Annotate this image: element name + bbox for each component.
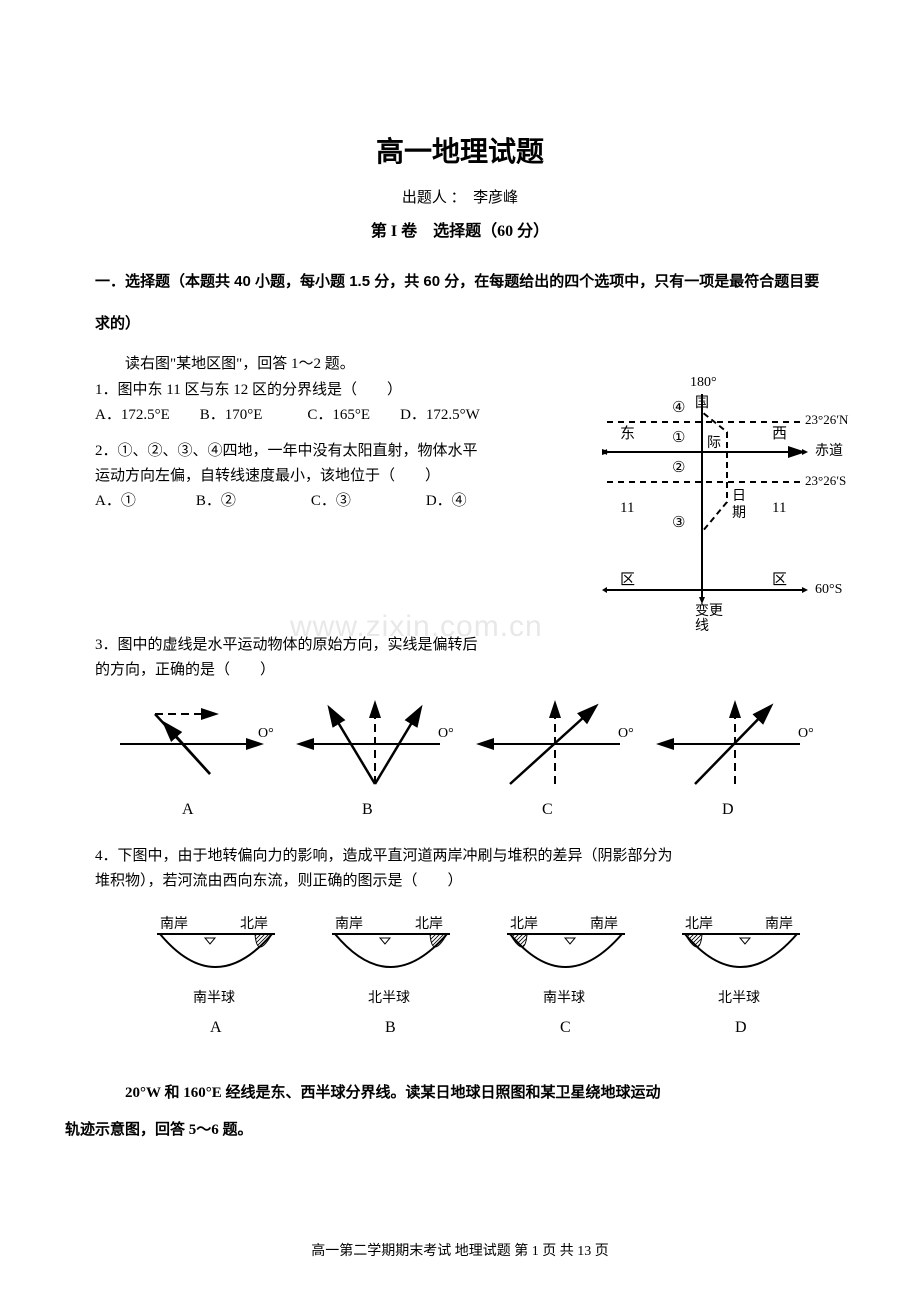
svg-text:南半球: 南半球: [543, 990, 585, 1006]
svg-text:O°: O°: [258, 726, 274, 741]
svg-text:国: 国: [695, 396, 709, 411]
svg-text:北半球: 北半球: [368, 990, 410, 1006]
svg-text:区: 区: [772, 572, 787, 588]
svg-text:南岸: 南岸: [590, 916, 618, 932]
svg-text:B: B: [385, 1019, 396, 1036]
instructions: 一．选择题（本题共 40 小题，每小题 1.5 分，共 60 分，在每题给出的四…: [95, 261, 825, 345]
svg-text:D: D: [722, 801, 734, 818]
q4-figure: 南岸 北岸 南半球 A 南岸 北岸 北半球 B 北岸 南岸 南半球 C 北岸 南…: [135, 910, 815, 1050]
svg-text:②: ②: [672, 460, 685, 476]
svg-text:区: 区: [620, 572, 635, 588]
svg-text:60°S: 60°S: [815, 582, 842, 597]
svg-text:④: ④: [672, 400, 685, 416]
svg-text:日: 日: [732, 489, 746, 504]
map-figure: 180° 23°26′N 赤道 23°26′S 60°S ① ② ③ ④ 东 1…: [602, 372, 852, 637]
svg-text:A: A: [210, 1019, 222, 1036]
q4-text-2: 堆积物），若河流由西向东流，则正确的图示是（ ）: [95, 869, 825, 893]
q56-intro: 20°W 和 160°E 经线是东、西半球分界线。读某日地球日照图和某卫星绕地球…: [95, 1075, 825, 1150]
svg-text:23°26′S: 23°26′S: [805, 473, 846, 488]
svg-text:更: 更: [709, 604, 723, 619]
intro56-line1: 20°W 和 160°E 经线是东、西半球分界线。读某日地球日照图和某卫星绕地球…: [125, 1085, 660, 1101]
svg-text:③: ③: [672, 515, 685, 531]
svg-text:北岸: 北岸: [240, 916, 268, 932]
svg-text:际: 际: [707, 435, 721, 451]
watermark: www.zixin.com.cn: [290, 610, 543, 644]
svg-text:期: 期: [732, 505, 746, 521]
svg-text:B: B: [362, 801, 373, 818]
svg-text:C: C: [542, 801, 553, 818]
intro56-line2: 轨迹示意图，回答 5～6 题。: [65, 1122, 253, 1138]
svg-text:O°: O°: [438, 726, 454, 741]
svg-text:北岸: 北岸: [685, 916, 713, 932]
svg-text:西: 西: [772, 426, 787, 442]
svg-text:变: 变: [695, 603, 709, 619]
svg-text:南半球: 南半球: [193, 990, 235, 1006]
svg-text:D: D: [735, 1019, 747, 1036]
svg-text:线: 线: [695, 618, 709, 634]
svg-text:赤道: 赤道: [815, 443, 843, 459]
section-header: 第 I 卷 选择题（60 分）: [95, 217, 825, 241]
svg-text:23°26′N: 23°26′N: [805, 412, 849, 427]
svg-text:北岸: 北岸: [510, 916, 538, 932]
svg-text:①: ①: [672, 430, 685, 446]
q4-text-1: 4．下图中，由于地转偏向力的影响，造成平直河道两岸冲刷与堆积的差异（阴影部分为: [95, 844, 825, 868]
svg-text:北半球: 北半球: [718, 990, 760, 1006]
svg-text:A: A: [182, 801, 194, 818]
svg-text:南岸: 南岸: [765, 916, 793, 932]
svg-text:北岸: 北岸: [415, 916, 443, 932]
svg-text:O°: O°: [618, 726, 634, 741]
svg-text:11: 11: [772, 500, 786, 516]
svg-text:南岸: 南岸: [335, 916, 363, 932]
svg-text:11: 11: [620, 500, 634, 516]
author-line: 出题人 ： 李彦峰: [95, 186, 825, 207]
svg-text:180°: 180°: [690, 375, 717, 390]
svg-text:C: C: [560, 1019, 571, 1036]
page-title: 高一地理试题: [95, 130, 825, 170]
svg-text:东: 东: [620, 425, 635, 442]
q3-text-2: 的方向，正确的是（ ）: [95, 658, 825, 682]
q3-figure: O° A O° B O° C O° D: [95, 689, 815, 829]
page-footer: 高一第二学期期末考试 地理试题 第 1 页 共 13 页: [95, 1240, 825, 1260]
svg-text:南岸: 南岸: [160, 916, 188, 932]
svg-text:O°: O°: [798, 726, 814, 741]
